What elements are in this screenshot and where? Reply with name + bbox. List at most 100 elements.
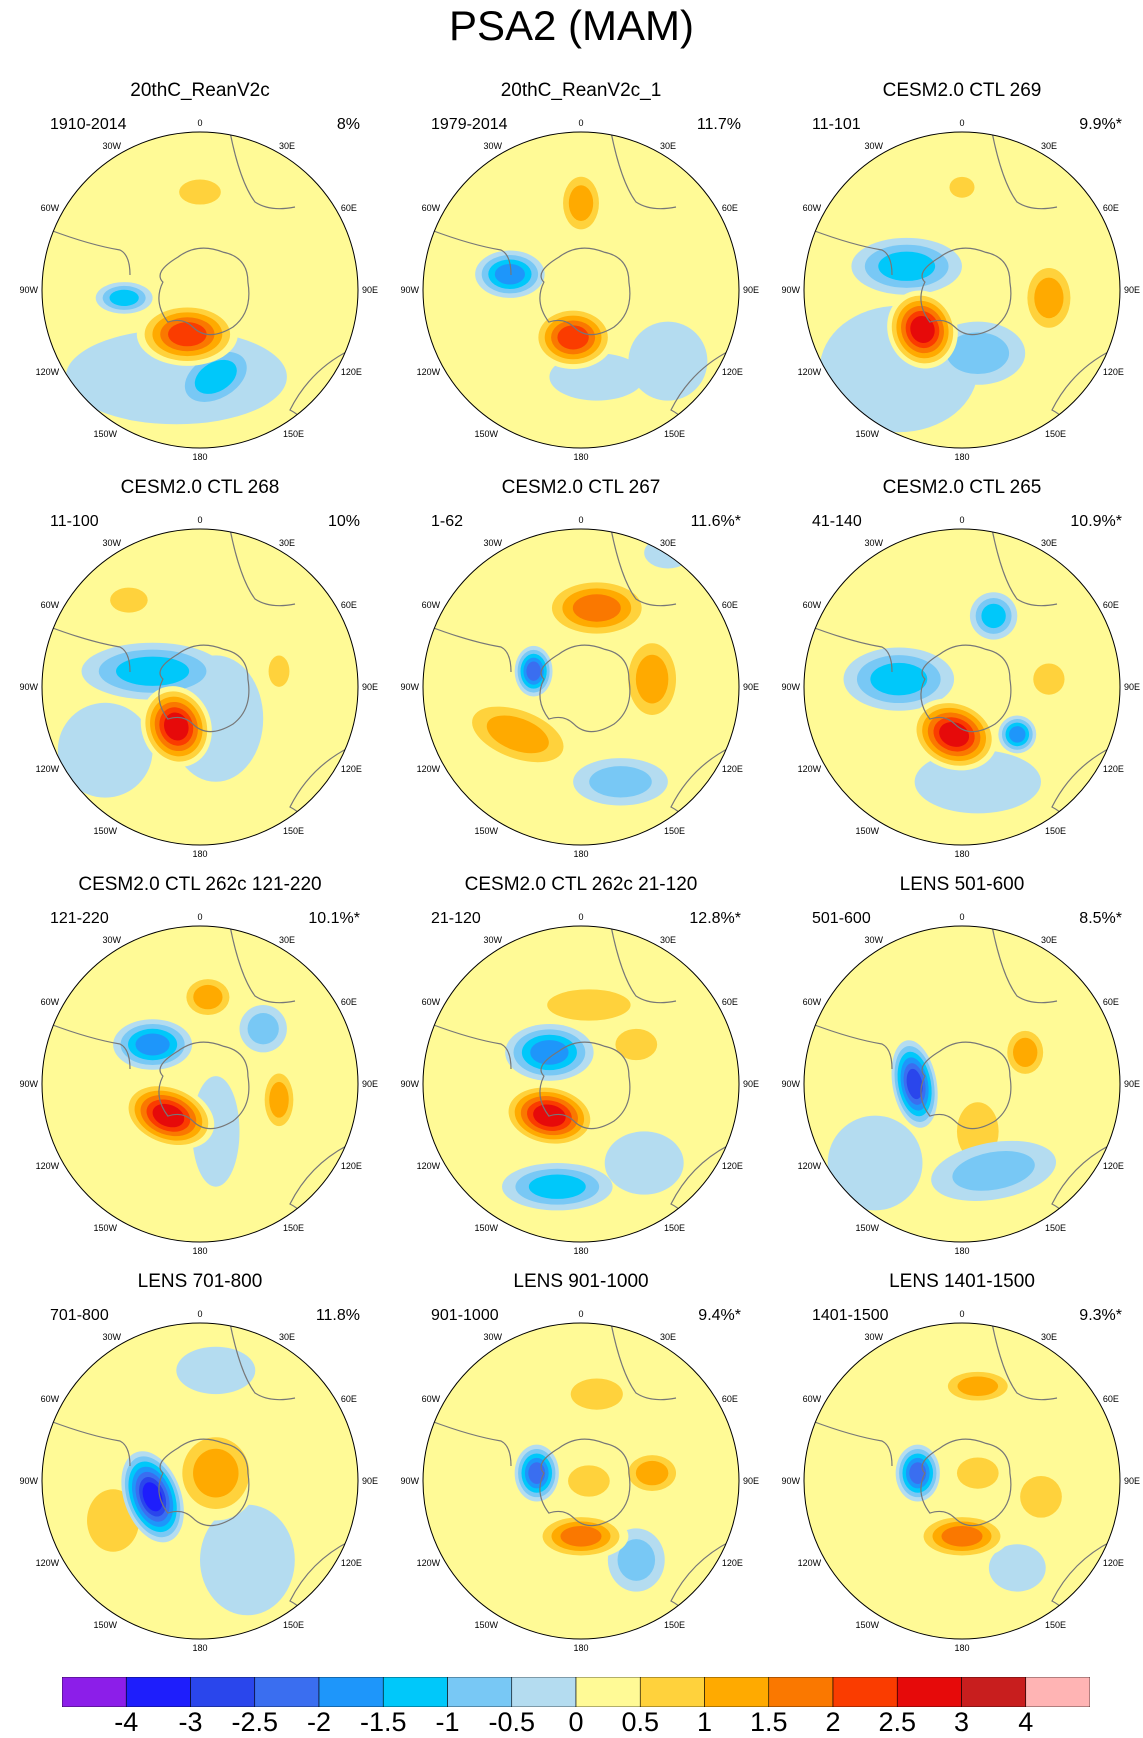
longitude-label: 120E bbox=[1103, 367, 1124, 377]
longitude-label: 90W bbox=[782, 285, 800, 295]
longitude-label: 90E bbox=[362, 285, 378, 295]
panel-variance: 8.5%* bbox=[1079, 910, 1122, 927]
longitude-label: 30W bbox=[483, 141, 502, 151]
colorbar-tick-label: 2.5 bbox=[878, 1707, 917, 1737]
panel-period: 1979-2014 bbox=[431, 116, 508, 133]
colorbar-tick-label: -3 bbox=[178, 1707, 203, 1737]
panel-title: LENS 701-800 bbox=[137, 1271, 263, 1292]
contour-region bbox=[135, 1033, 170, 1056]
contour-region bbox=[956, 1457, 999, 1489]
longitude-label: 60E bbox=[1103, 1394, 1119, 1404]
contour-region bbox=[142, 1482, 163, 1512]
panel-title: CESM2.0 CTL 262c 121-220 bbox=[78, 874, 322, 895]
longitude-label: 30E bbox=[660, 538, 676, 548]
longitude-label: 30E bbox=[1041, 538, 1057, 548]
map-panel: CESM2.0 CTL 262c 21-120 21-120 12.8%* 0 180 9… bbox=[401, 874, 761, 1269]
polar-map: 0 180 90W 90E 30E 60E 120E 150E 30W 60W 120W 150W bbox=[20, 1309, 378, 1653]
contour-region bbox=[572, 594, 621, 622]
colorbar-tick-label: 2 bbox=[825, 1707, 841, 1737]
africa-coastline bbox=[991, 132, 1058, 210]
panel-variance: 9.4%* bbox=[698, 1307, 741, 1324]
map-boundary bbox=[803, 1322, 1121, 1640]
panel-title: CESM2.0 CTL 262c 21-120 bbox=[464, 874, 698, 895]
panel-period: 701-800 bbox=[50, 1307, 109, 1324]
colorbar-tick-label: 1 bbox=[696, 1707, 713, 1737]
africa-coastline bbox=[610, 132, 677, 210]
panel-period: 121-220 bbox=[50, 910, 109, 927]
contour-region bbox=[110, 587, 148, 613]
contour-region bbox=[268, 655, 290, 687]
antarctica-coastline bbox=[539, 247, 631, 336]
contour-region bbox=[909, 1462, 927, 1484]
longitude-label: 120E bbox=[722, 764, 743, 774]
longitude-label: 90E bbox=[743, 1079, 759, 1089]
colorbar-segment bbox=[511, 1677, 577, 1707]
contour-region bbox=[941, 1526, 983, 1547]
longitude-label: 120E bbox=[341, 1161, 362, 1171]
longitude-label: 90E bbox=[743, 682, 759, 692]
longitude-label: 180 bbox=[573, 1246, 588, 1256]
map-boundary bbox=[41, 1322, 359, 1640]
polar-map: 0 180 90W 90E 30E 60E 120E 150E 30W 60W 120W 150W bbox=[20, 118, 378, 462]
longitude-label: 120W bbox=[417, 1161, 441, 1171]
contour-region bbox=[635, 1460, 669, 1486]
map-boundary bbox=[422, 528, 740, 846]
longitude-label: 0 bbox=[959, 912, 964, 922]
longitude-label: 180 bbox=[954, 1246, 969, 1256]
longitude-label: 30W bbox=[864, 1332, 883, 1342]
contour-region bbox=[1033, 663, 1065, 695]
panel-variance: 11.6%* bbox=[690, 513, 741, 530]
contour-region bbox=[247, 285, 273, 327]
map-boundary bbox=[422, 131, 740, 449]
contour-region bbox=[568, 185, 594, 221]
panel-period: 901-1000 bbox=[431, 1307, 499, 1324]
polar-map: 0 180 90W 90E 30E 60E 120E 150E 30W 60W 120W 150W bbox=[20, 912, 378, 1256]
contour-region bbox=[939, 721, 970, 747]
longitude-label: 90W bbox=[20, 1079, 38, 1089]
contour-region bbox=[568, 1465, 610, 1497]
colorbar-tick-label: 0 bbox=[568, 1707, 584, 1737]
contour-region bbox=[193, 984, 223, 1010]
longitude-label: 60W bbox=[422, 203, 441, 213]
south-america-coastline bbox=[811, 1023, 893, 1070]
longitude-label: 180 bbox=[192, 1246, 207, 1256]
panel-title: LENS 501-600 bbox=[899, 874, 1025, 895]
longitude-label: 180 bbox=[192, 452, 207, 462]
colorbar-segment bbox=[254, 1677, 320, 1707]
colorbar-segment bbox=[768, 1677, 834, 1707]
longitude-label: 150E bbox=[283, 429, 304, 439]
figure-title: PSA2 (MAM) bbox=[448, 2, 695, 49]
longitude-label: 150W bbox=[474, 1223, 498, 1233]
africa-coastline bbox=[991, 1323, 1058, 1401]
longitude-label: 120W bbox=[36, 764, 60, 774]
colorbar-segment bbox=[447, 1677, 513, 1707]
south-america-coastline bbox=[49, 229, 131, 276]
longitude-label: 90E bbox=[743, 285, 759, 295]
longitude-label: 150W bbox=[474, 826, 498, 836]
longitude-label: 120E bbox=[1103, 1558, 1124, 1568]
longitude-label: 150W bbox=[474, 1620, 498, 1630]
panel-variance: 9.3%* bbox=[1079, 1307, 1122, 1324]
longitude-label: 0 bbox=[959, 515, 964, 525]
panel-period: 11-100 bbox=[50, 513, 99, 530]
map-panel: 20thC_ReanV2c_1 1979-2014 11.7% 0 180 90W 90E 3… bbox=[401, 80, 761, 475]
longitude-label: 90W bbox=[401, 1079, 419, 1089]
longitude-label: 60E bbox=[722, 997, 738, 1007]
map-background bbox=[804, 926, 1120, 1242]
contour-region bbox=[57, 702, 153, 798]
panel-period: 501-600 bbox=[812, 910, 871, 927]
africa-coastline bbox=[610, 529, 677, 607]
polar-map: 0 180 90W 90E 30E 60E 120E 150E 30W 60W 120W 150W bbox=[782, 912, 1140, 1256]
longitude-label: 30W bbox=[483, 935, 502, 945]
longitude-label: 150W bbox=[855, 826, 879, 836]
colorbar-tick-label: -2 bbox=[306, 1707, 332, 1737]
contour-region bbox=[1020, 1475, 1062, 1518]
longitude-label: 90E bbox=[1124, 1079, 1140, 1089]
map-background bbox=[42, 926, 358, 1242]
map-background bbox=[423, 926, 739, 1242]
contour-region bbox=[176, 1346, 256, 1395]
longitude-label: 90W bbox=[782, 1476, 800, 1486]
contour-region bbox=[890, 576, 939, 608]
contour-region bbox=[486, 715, 549, 754]
longitude-label: 30W bbox=[864, 935, 883, 945]
